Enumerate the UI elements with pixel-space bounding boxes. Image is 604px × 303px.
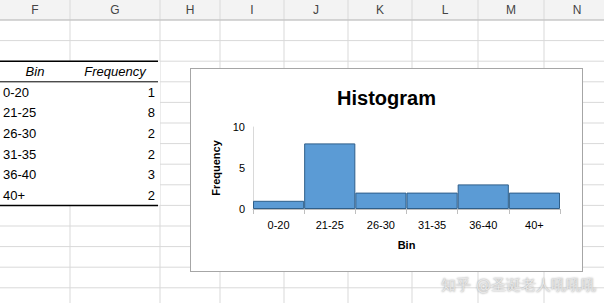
svg-text:Histogram: Histogram [337, 87, 436, 109]
svg-text:K: K [376, 3, 384, 17]
svg-text:0: 0 [239, 203, 245, 215]
html-text:知乎 @圣诞老人吼吼吼: 知乎 @圣诞老人吼吼吼 [441, 276, 596, 294]
svg-text:40+: 40+ [525, 219, 544, 231]
svg-text:N: N [573, 3, 582, 17]
svg-text:0-20: 0-20 [3, 85, 29, 100]
svg-text:L: L [442, 3, 449, 17]
svg-text:5: 5 [239, 162, 245, 174]
svg-text:40+: 40+ [3, 188, 25, 203]
svg-text:31-35: 31-35 [418, 219, 446, 231]
svg-text:3: 3 [148, 167, 155, 182]
svg-text:26-30: 26-30 [3, 126, 36, 141]
svg-text:36-40: 36-40 [469, 219, 497, 231]
svg-text:2: 2 [148, 188, 155, 203]
svg-text:31-35: 31-35 [3, 147, 36, 162]
svg-text:G: G [110, 3, 119, 17]
svg-text:21-25: 21-25 [3, 105, 36, 120]
svg-text:8: 8 [148, 105, 155, 120]
svg-text:10: 10 [233, 121, 245, 133]
svg-text:36-40: 36-40 [3, 167, 36, 182]
svg-text:2: 2 [148, 147, 155, 162]
svg-text:26-30: 26-30 [367, 219, 395, 231]
svg-text:Frequency: Frequency [84, 64, 147, 79]
svg-text:0-20: 0-20 [268, 219, 290, 231]
svg-text:H: H [186, 3, 195, 17]
svg-text:Frequency: Frequency [210, 139, 222, 196]
svg-text:J: J [313, 3, 319, 17]
svg-text:21-25: 21-25 [316, 219, 344, 231]
svg-text:2: 2 [148, 126, 155, 141]
svg-text:Bin: Bin [26, 64, 45, 79]
svg-text:1: 1 [148, 85, 155, 100]
svg-text:Bin: Bin [398, 239, 416, 251]
svg-text:F: F [31, 3, 38, 17]
svg-text:I: I [250, 3, 253, 17]
svg-text:M: M [506, 3, 516, 17]
